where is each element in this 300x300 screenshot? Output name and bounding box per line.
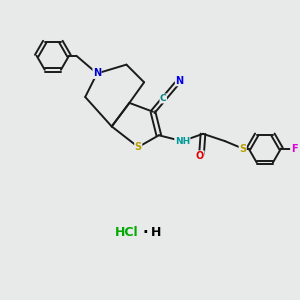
Text: ·: · [143, 225, 148, 240]
Text: N: N [176, 76, 184, 86]
Text: S: S [239, 143, 246, 154]
Text: NH: NH [175, 137, 190, 146]
Text: F: F [291, 143, 297, 154]
Text: S: S [135, 142, 142, 152]
Text: N: N [93, 68, 101, 79]
Text: HCl: HCl [115, 226, 138, 239]
Text: C: C [160, 94, 166, 103]
Text: O: O [196, 151, 204, 161]
Text: H: H [151, 226, 161, 239]
